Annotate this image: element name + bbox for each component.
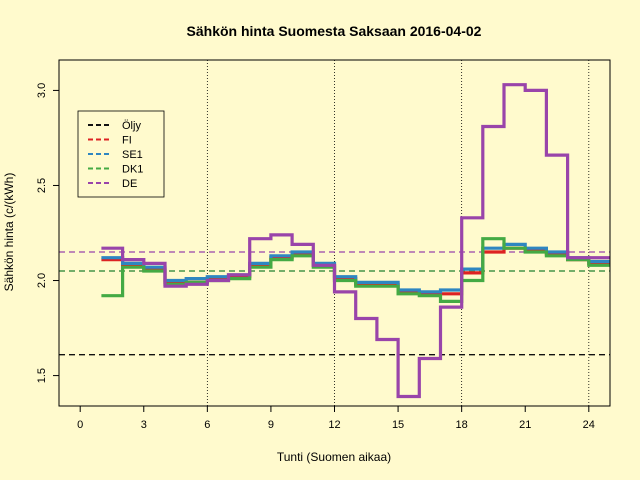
- x-tick-label: 15: [392, 419, 404, 431]
- y-tick-label: 2.0: [36, 273, 48, 288]
- y-tick-label: 1.5: [36, 368, 48, 383]
- legend-label: Öljy: [122, 120, 141, 132]
- x-tick-label: 24: [583, 419, 595, 431]
- legend-label: FI: [122, 135, 132, 147]
- x-tick-label: 6: [204, 419, 210, 431]
- legend-label: DK1: [122, 164, 143, 176]
- legend: Öljy FI SE1 DK1 DE: [77, 110, 165, 198]
- y-tick-label: 2.5: [36, 178, 48, 193]
- x-tick-label: 3: [141, 419, 147, 431]
- x-tick-label: 18: [456, 419, 468, 431]
- x-tick-label: 21: [519, 419, 531, 431]
- x-axis-label: Tunti (Suomen aikaa): [277, 450, 391, 464]
- legend-label: SE1: [122, 149, 143, 161]
- x-tick-label: 9: [268, 419, 274, 431]
- x-tick-label: 12: [328, 419, 340, 431]
- chart-title: Sähkön hinta Suomesta Saksaan 2016-04-02: [187, 23, 482, 39]
- series-line: [101, 242, 610, 294]
- y-tick-label: 3.0: [36, 83, 48, 98]
- y-axis-label: Sähkön hinta (c/(kWh): [2, 173, 16, 292]
- series-line: [101, 83, 610, 399]
- x-tick-label: 0: [77, 419, 83, 431]
- plot-area: 0 3 6 9 12 15 18 21 24 1.5 2.0 2.5 3.0: [36, 60, 610, 431]
- legend-label: DE: [122, 178, 137, 190]
- plot-frame: [58, 59, 611, 407]
